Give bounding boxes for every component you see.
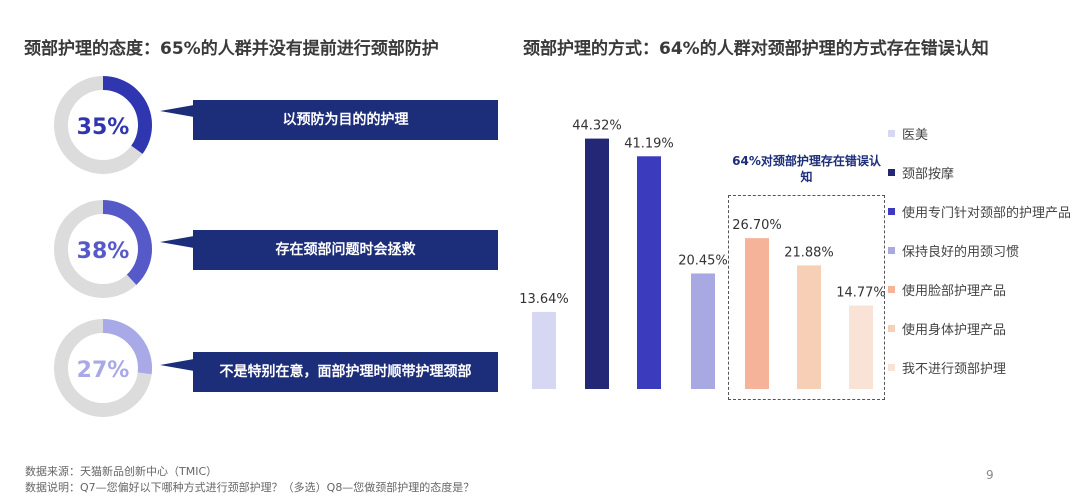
bar-value-label: 20.45%	[678, 253, 728, 268]
donut-percent-label: 27%	[77, 358, 130, 383]
banner-pointer	[160, 359, 194, 371]
legend-label: 医美	[902, 128, 929, 143]
bar-6	[797, 265, 821, 389]
legend-swatch	[888, 364, 895, 371]
attitude-banner-1: 以预防为目的的护理	[193, 100, 498, 140]
legend-item: 医美	[888, 124, 928, 143]
attitude-banner-2: 存在颈部问题时会拯救	[193, 230, 498, 270]
legend-label: 使用专门针对颈部的护理产品	[902, 206, 1072, 221]
bar-2	[585, 138, 609, 389]
bar-value-label: 13.64%	[519, 292, 569, 307]
page-number: 9	[986, 468, 994, 482]
bar-value-label: 21.88%	[784, 245, 834, 260]
bar-value-label: 26.70%	[732, 218, 782, 233]
legend-item: 使用专门针对颈部的护理产品	[888, 202, 1071, 221]
right-section-title: 颈部护理的方式：64%的人群对颈部护理的方式存在错误认知	[523, 39, 989, 59]
legend-item: 使用身体护理产品	[888, 319, 1006, 338]
legend-swatch	[888, 208, 895, 215]
data-source: 数据来源：天猫新品创新中心（TMIC）	[25, 465, 218, 478]
bar-value-label: 14.77%	[836, 286, 886, 301]
bar-value-label: 41.19%	[624, 136, 674, 151]
legend-item: 使用脸部护理产品	[888, 280, 1006, 299]
highlight-label: 64%对颈部护理存在错误认知	[732, 154, 881, 184]
donut-percent-label: 38%	[77, 239, 130, 264]
donut-attitude-3: 27%	[51, 316, 155, 420]
legend-item: 颈部按摩	[888, 163, 954, 182]
left-section-title: 颈部护理的态度：65%的人群并没有提前进行颈部防护	[24, 39, 439, 59]
data-note: 数据说明：Q7—您偏好以下哪种方式进行颈部护理？（多选）Q8—您做颈部护理的态度…	[25, 481, 475, 494]
legend-item: 我不进行颈部护理	[888, 358, 1006, 377]
legend-label: 颈部按摩	[902, 167, 955, 182]
banner-pointer	[160, 105, 194, 117]
banner-pointer	[160, 236, 194, 248]
legend-label: 使用身体护理产品	[902, 323, 1007, 338]
legend-swatch	[888, 247, 895, 254]
bar-5	[745, 238, 769, 389]
donut-attitude-1: 35%	[51, 73, 155, 177]
legend-swatch	[888, 325, 895, 332]
bar-value-label: 44.32%	[572, 119, 622, 134]
legend-swatch	[888, 169, 895, 176]
legend-swatch	[888, 286, 895, 293]
bar-3	[637, 156, 661, 389]
legend-swatch	[888, 130, 895, 137]
bar-chart: 13.64% 44.32%41.19% 20.45% 26.70%21.88% 14.7…	[519, 119, 886, 389]
highlight-box	[728, 195, 885, 400]
attitude-banner-3: 不是特别在意，面部护理时顺带护理颈部	[193, 352, 498, 392]
legend-label: 使用脸部护理产品	[902, 284, 1007, 299]
donut-attitude-2: 38%	[51, 197, 155, 301]
donut-percent-label: 35%	[77, 115, 130, 140]
bar-7	[849, 305, 873, 389]
legend-label: 我不进行颈部护理	[902, 362, 1007, 377]
legend-item: 保持良好的用颈习惯	[888, 241, 1019, 260]
bar-4	[691, 273, 715, 389]
bar-1	[532, 311, 556, 389]
legend-label: 保持良好的用颈习惯	[902, 245, 1020, 260]
